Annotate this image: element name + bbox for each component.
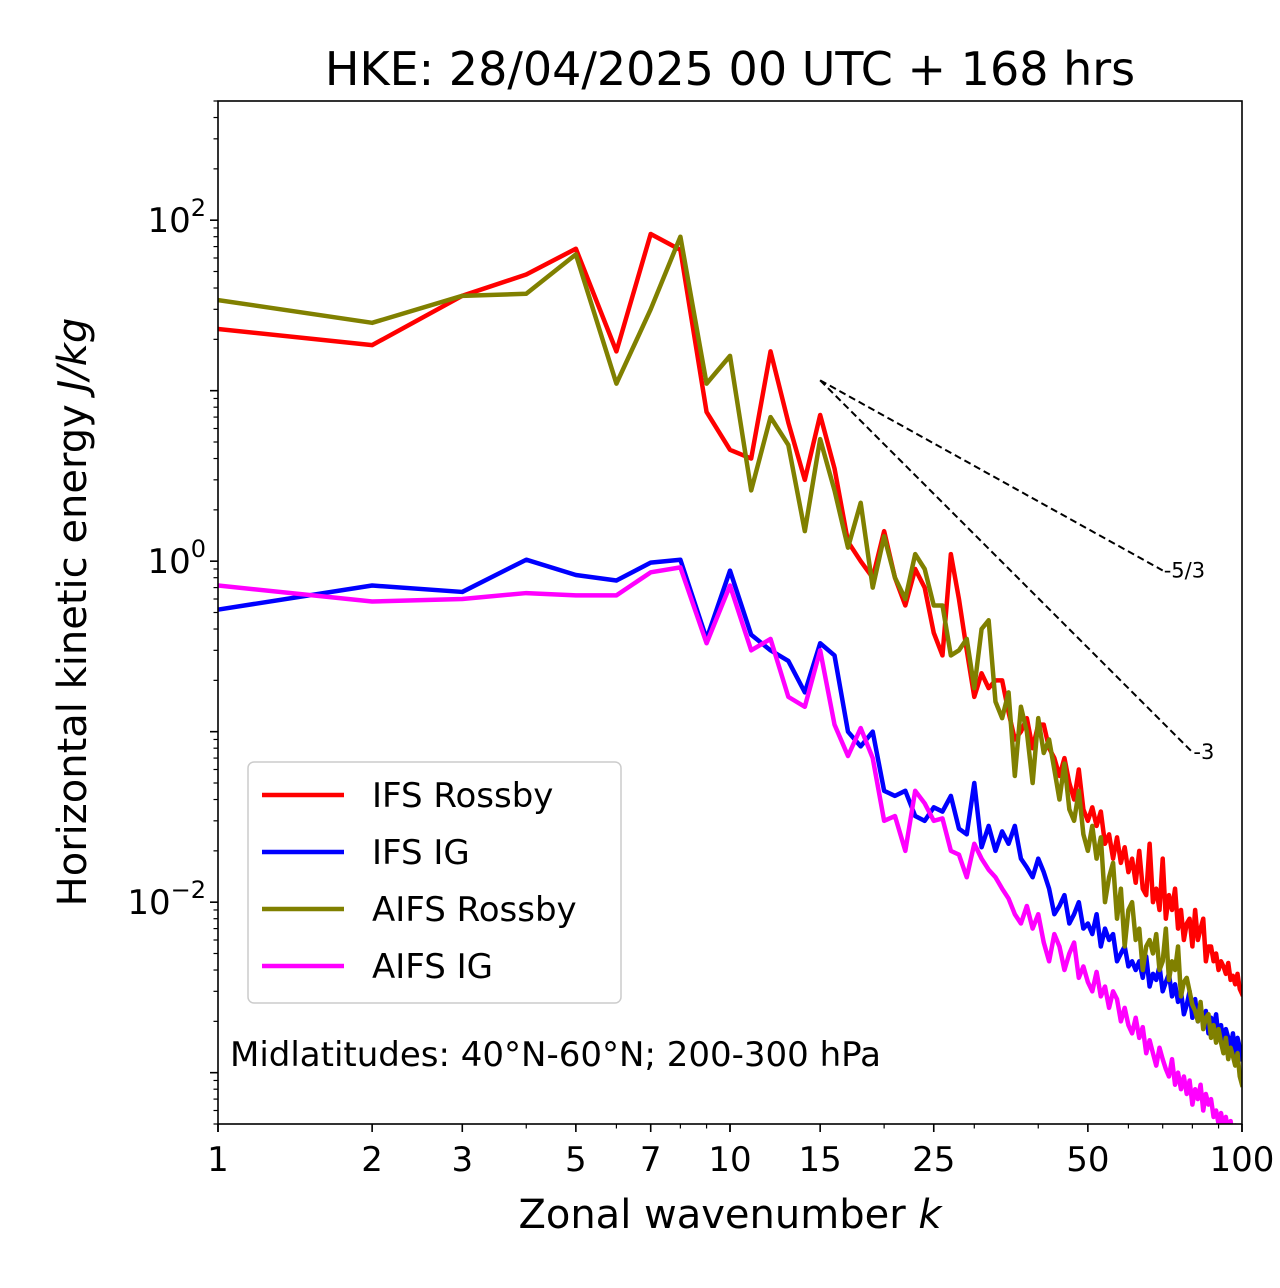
legend-frame [247, 761, 622, 1004]
reference-line-label-2: -3 [1193, 740, 1214, 764]
x-axis-label-variable: k [918, 1192, 943, 1238]
x-tick-label: 25 [912, 1140, 955, 1180]
x-tick-label: 10 [708, 1140, 751, 1180]
y-axis-ticks: 102 100 10−2 [127, 100, 218, 1125]
x-tick-label: 2 [361, 1140, 383, 1180]
x-tick-label: 3 [451, 1140, 473, 1180]
legend-label-1: IFS Rossby [372, 776, 553, 816]
legend-label-2: IFS IG [372, 833, 470, 873]
y-tick-label: 100 [147, 535, 206, 582]
chart-title: HKE: 28/04/2025 00 UTC + 168 hrs [325, 42, 1135, 96]
series-line-aifs-rossby [218, 234, 1242, 1088]
legend-label-3: AIFS Rossby [372, 890, 577, 930]
legend-label-4: AIFS IG [372, 947, 493, 987]
x-tick-label: 1 [207, 1140, 229, 1180]
series-layer [218, 231, 1242, 1124]
series-line-aifs-ig [218, 565, 1237, 1124]
y-axis-label-text: Horizontal kinetic energy [50, 392, 96, 907]
region-annotation: Midlatitudes: 40°N-60°N; 200-300 hPa [230, 1035, 881, 1075]
series-line-ifs-rossby [218, 231, 1242, 997]
x-axis-label-text: Zonal wavenumber [518, 1192, 918, 1238]
plot-frame [217, 100, 1243, 1125]
x-tick-label: 15 [799, 1140, 842, 1180]
x-axis-ticks: 1 2 3 5 7 10 15 25 50 100 [207, 1124, 1274, 1180]
y-tick-label: 10−2 [127, 876, 206, 923]
y-axis-label-unit: J/kg [50, 318, 96, 399]
x-tick-label: 100 [1210, 1140, 1275, 1180]
reference-line-label-1: -5/3 [1164, 558, 1205, 582]
x-tick-label: 5 [565, 1140, 587, 1180]
y-tick-label: 102 [147, 194, 206, 241]
x-tick-label: 50 [1066, 1140, 1109, 1180]
reference-lines: -5/3 -3 [819, 379, 1214, 764]
x-tick-label: 7 [640, 1140, 662, 1180]
x-axis-label: Zonal wavenumber k [518, 1192, 943, 1238]
legend: IFS Rossby IFS IG AIFS Rossby AIFS IG [247, 761, 622, 1004]
y-axis-label: Horizontal kinetic energy J/kg [50, 318, 96, 907]
